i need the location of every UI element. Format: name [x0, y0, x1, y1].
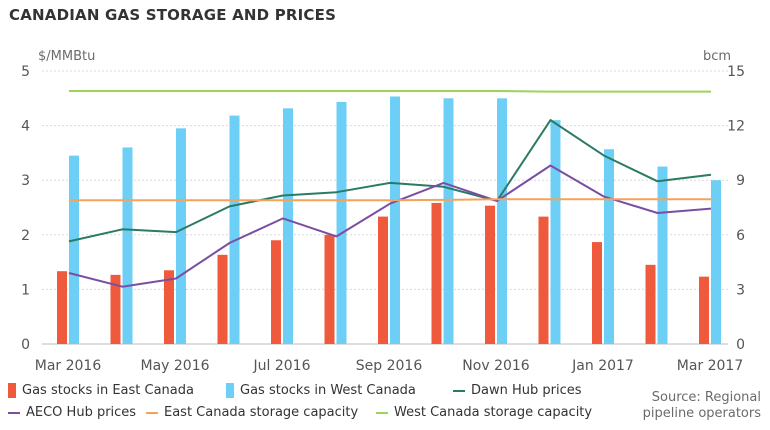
- x-tick-label: May 2016: [140, 358, 209, 374]
- bar-east-stocks: [110, 274, 121, 344]
- x-tick-label: Mar 2017: [677, 358, 744, 374]
- y-right-tick-label: 0: [736, 337, 745, 353]
- source-note: Source: Regional pipeline operators: [643, 390, 761, 422]
- legend-item-east-capacity: East Canada storage capacity: [146, 405, 358, 420]
- source-line-2: pipeline operators: [642, 406, 761, 421]
- bar-west-stocks: [443, 98, 454, 344]
- legend-item-west-stocks: Gas stocks in West Canada: [226, 383, 416, 398]
- legend-item-dawn: Dawn Hub prices: [453, 383, 582, 398]
- legend-swatch-aeco: [8, 411, 20, 414]
- bar-west-stocks: [283, 108, 293, 344]
- legend-swatch-east-capacity: [146, 411, 158, 414]
- bar-west-stocks: [69, 155, 79, 344]
- y-left-tick-label: 0: [21, 337, 30, 353]
- bar-west-stocks: [390, 96, 400, 344]
- legend-label-aeco: AECO Hub prices: [26, 405, 137, 420]
- bar-east-stocks: [431, 202, 442, 344]
- bar-west-stocks: [122, 147, 133, 344]
- chart-title: CANADIAN GAS STORAGE AND PRICES: [9, 6, 337, 24]
- bar-east-stocks: [378, 216, 388, 344]
- bar-west-stocks: [176, 128, 186, 344]
- bar-east-stocks: [538, 216, 549, 344]
- y-right-tick-label: 3: [736, 282, 745, 298]
- x-tick-label: Jan 2017: [571, 358, 634, 374]
- x-tick-label: Mar 2016: [35, 358, 102, 374]
- line-aeco-hub: [68, 164, 712, 288]
- bar-west-stocks: [657, 166, 668, 344]
- legend-swatch-west-stocks: [226, 383, 234, 398]
- legend-swatch-west-capacity: [376, 411, 388, 414]
- bar-west-stocks: [229, 115, 240, 344]
- legend-label-west-stocks: Gas stocks in West Canada: [240, 383, 416, 398]
- lines: [68, 90, 712, 288]
- x-tick-label: Nov 2016: [462, 358, 529, 374]
- line-west-capacity: [69, 90, 711, 93]
- legend-label-west-capacity: West Canada storage capacity: [394, 405, 593, 420]
- bar-east-stocks: [164, 270, 174, 344]
- y-right-tick-label: 9: [736, 173, 745, 189]
- line-dawn-hub: [68, 119, 712, 243]
- line-east-capacity: [69, 198, 711, 202]
- y-left-tick-label: 3: [21, 173, 30, 189]
- y-left-tick-label: 5: [21, 64, 30, 80]
- bar-west-stocks: [711, 180, 721, 344]
- legend-swatch-east-stocks: [8, 383, 16, 398]
- bar-east-stocks: [271, 240, 281, 344]
- bar-west-stocks: [550, 120, 561, 344]
- y-left-tick-label: 2: [21, 228, 30, 244]
- bar-west-stocks: [336, 101, 347, 344]
- y-right-tick-label: 15: [727, 64, 745, 80]
- legend-item-west-capacity: West Canada storage capacity: [376, 405, 592, 420]
- source-line-1: Source: Regional: [651, 390, 761, 405]
- bar-west-stocks: [604, 149, 614, 344]
- x-tick-label: Jul 2016: [253, 358, 311, 374]
- bars: [57, 96, 721, 344]
- bar-east-stocks: [645, 264, 656, 344]
- legend-item-east-stocks: Gas stocks in East Canada: [8, 383, 194, 398]
- legend-swatch-dawn: [453, 389, 465, 392]
- bar-east-stocks: [217, 254, 228, 344]
- legend-label-dawn: Dawn Hub prices: [471, 383, 582, 398]
- bar-east-stocks: [592, 242, 602, 344]
- y-right-tick-label: 6: [736, 228, 745, 244]
- bar-east-stocks: [57, 271, 67, 344]
- right-axis-unit-label: bcm: [703, 49, 732, 64]
- legend-label-east-stocks: Gas stocks in East Canada: [22, 383, 194, 398]
- bar-west-stocks: [497, 98, 507, 344]
- y-left-tick-label: 1: [21, 282, 30, 298]
- bar-east-stocks: [485, 205, 495, 344]
- y-right-tick-label: 12: [727, 119, 745, 135]
- y-left-tick-label: 4: [21, 119, 30, 135]
- bar-east-stocks: [324, 234, 335, 344]
- x-tick-label: Sep 2016: [356, 358, 423, 374]
- left-axis-unit-label: $/MMBtu: [38, 49, 96, 64]
- legend-item-aeco: AECO Hub prices: [8, 405, 136, 420]
- legend-label-east-capacity: East Canada storage capacity: [164, 405, 359, 420]
- bar-east-stocks: [699, 276, 709, 344]
